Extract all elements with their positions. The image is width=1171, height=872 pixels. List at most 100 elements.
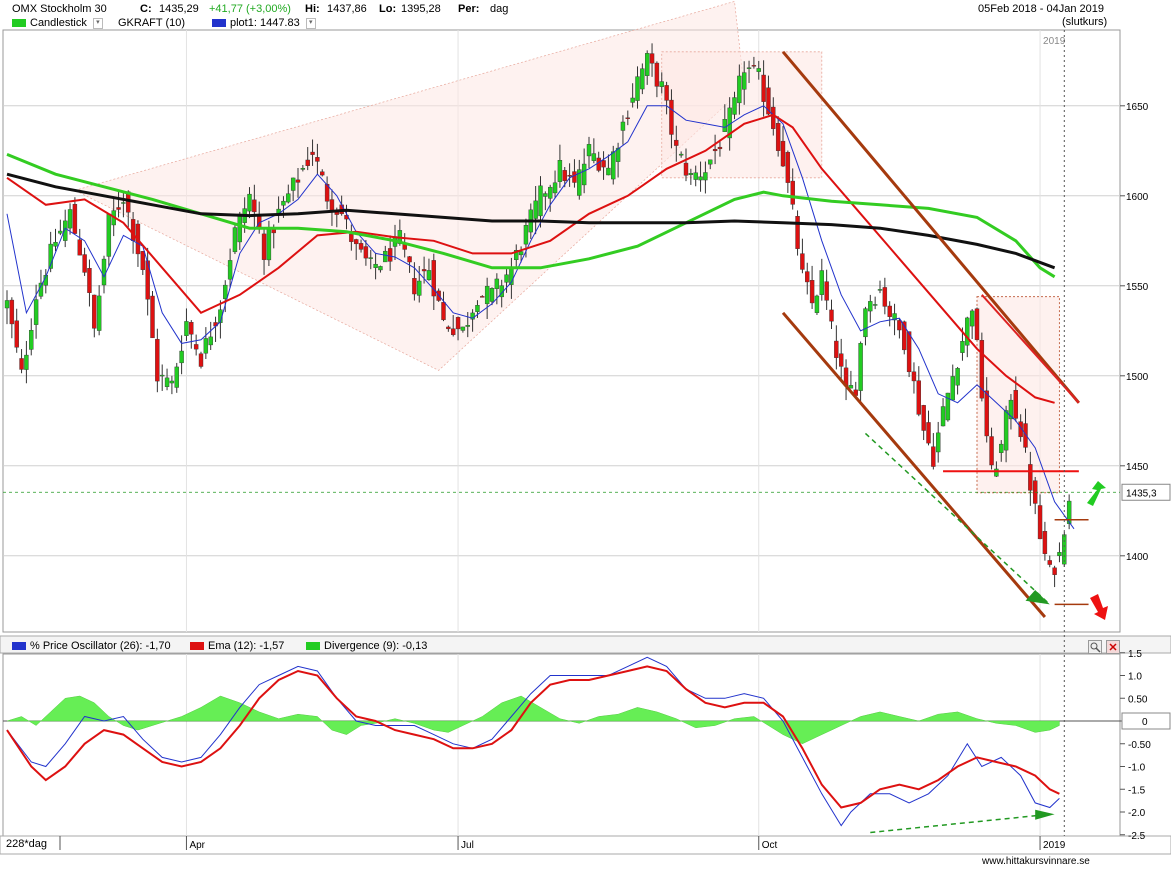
osc-ytick-label: 1.0 bbox=[1128, 672, 1142, 683]
candle-up bbox=[732, 97, 737, 115]
last-price-label: 1435,3 bbox=[1126, 488, 1157, 499]
osc-ytick-label: 0.50 bbox=[1128, 694, 1148, 705]
ema-swatch bbox=[190, 642, 204, 650]
candle-up bbox=[737, 75, 742, 104]
candle-up bbox=[557, 160, 563, 182]
candle-up bbox=[611, 151, 616, 180]
candle-up bbox=[470, 312, 475, 320]
candle-up bbox=[184, 321, 189, 336]
legend-ema-label: Ema (12): -1,57 bbox=[208, 640, 285, 652]
candle-down bbox=[9, 299, 15, 325]
candle-down bbox=[130, 219, 136, 241]
osc-ytick-label: -1.5 bbox=[1128, 785, 1146, 796]
candle-up bbox=[63, 220, 68, 241]
candle-up bbox=[742, 72, 747, 90]
candle-up bbox=[223, 284, 228, 299]
zoom-panel-button[interactable] bbox=[1088, 640, 1102, 654]
candle-down bbox=[189, 322, 194, 335]
candle-up bbox=[814, 295, 820, 313]
candle-down bbox=[984, 390, 989, 437]
candle-down bbox=[712, 149, 718, 152]
candle-down bbox=[1042, 531, 1048, 555]
legend-divergence[interactable]: Divergence (9): -0,13 bbox=[306, 640, 427, 652]
close-value: 1435,29 bbox=[159, 3, 199, 15]
candle-down bbox=[305, 159, 310, 166]
legend-ppo[interactable]: % Price Oscillator (26): -1,70 bbox=[12, 640, 171, 652]
candle-down bbox=[654, 62, 660, 87]
candle-up bbox=[892, 313, 897, 321]
candle-up bbox=[232, 227, 238, 253]
candle-up bbox=[635, 76, 640, 101]
candle-up bbox=[247, 193, 252, 212]
candle-down bbox=[780, 140, 786, 167]
down-arrow-icon bbox=[1090, 594, 1108, 620]
candle-up bbox=[169, 380, 175, 384]
candle-up bbox=[465, 325, 470, 327]
close-panel-button[interactable] bbox=[1106, 640, 1120, 654]
candle-down bbox=[329, 199, 335, 212]
candle-down bbox=[669, 99, 674, 135]
candle-up bbox=[877, 289, 883, 291]
candle-down bbox=[596, 157, 601, 171]
candle-down bbox=[349, 233, 354, 242]
candle-up bbox=[53, 241, 58, 247]
legend-plot1[interactable]: plot1: 1447.83 ▾ bbox=[212, 17, 316, 29]
candle-up bbox=[872, 304, 878, 306]
candle-down bbox=[979, 340, 985, 399]
candle-down bbox=[1052, 567, 1057, 575]
legend-gkraft[interactable]: GKRAFT (10) bbox=[118, 17, 185, 29]
main-ytick-label: 1400 bbox=[1126, 552, 1149, 563]
candle-down bbox=[809, 280, 815, 304]
legend-ema[interactable]: Ema (12): -1,57 bbox=[190, 640, 284, 652]
candle-down bbox=[887, 305, 892, 317]
candle-down bbox=[839, 353, 844, 367]
candle-down bbox=[1037, 505, 1043, 540]
candle-up bbox=[936, 432, 941, 453]
ma-long-line bbox=[6, 172, 1056, 270]
candle-down bbox=[897, 320, 902, 331]
candle-down bbox=[649, 53, 655, 64]
candle-down bbox=[800, 253, 805, 270]
chevron-down-icon[interactable]: ▾ bbox=[92, 17, 103, 29]
candle-up bbox=[489, 288, 495, 302]
change-value: +41,77 (+3,00%) bbox=[209, 3, 291, 15]
candle-up bbox=[615, 147, 621, 162]
candle-down bbox=[683, 162, 689, 176]
candle-up bbox=[645, 53, 650, 76]
candle-up bbox=[174, 366, 179, 388]
osc-ytick-label: -1.0 bbox=[1128, 763, 1146, 774]
main-ytick-label: 1650 bbox=[1126, 102, 1149, 113]
candle-down bbox=[795, 216, 800, 249]
candle-down bbox=[431, 260, 436, 297]
candle-down bbox=[1018, 421, 1023, 438]
chevron-down-icon[interactable]: ▾ bbox=[305, 17, 316, 29]
candle-down bbox=[193, 344, 199, 350]
osc-ytick-label: -2.5 bbox=[1128, 831, 1146, 842]
candle-down bbox=[271, 229, 276, 234]
candle-up bbox=[383, 250, 388, 263]
candle-up bbox=[300, 168, 306, 170]
candle-down bbox=[320, 171, 325, 176]
candle-up bbox=[756, 68, 761, 72]
candle-down bbox=[1047, 560, 1052, 565]
candle-up bbox=[693, 172, 698, 180]
candle-down bbox=[261, 233, 267, 260]
candle-up bbox=[523, 224, 529, 245]
candle-down bbox=[252, 199, 257, 213]
candle-down bbox=[834, 340, 839, 358]
main-ytick-label: 1500 bbox=[1126, 372, 1149, 383]
candle-up bbox=[1003, 410, 1009, 451]
candle-down bbox=[921, 405, 926, 431]
candle-up bbox=[29, 329, 34, 350]
candle-down bbox=[572, 171, 577, 183]
candle-up bbox=[552, 182, 558, 194]
ema-line bbox=[6, 665, 1060, 809]
candle-up bbox=[999, 443, 1004, 453]
candle-down bbox=[824, 281, 829, 301]
candle-up bbox=[577, 169, 582, 196]
legend-candlestick[interactable]: Candlestick ▾ bbox=[12, 17, 103, 29]
price-divergence-arrowhead bbox=[1025, 590, 1050, 605]
candle-up bbox=[659, 81, 664, 87]
up-arrow-icon bbox=[1087, 481, 1106, 506]
xtick-label: Oct bbox=[762, 840, 778, 851]
